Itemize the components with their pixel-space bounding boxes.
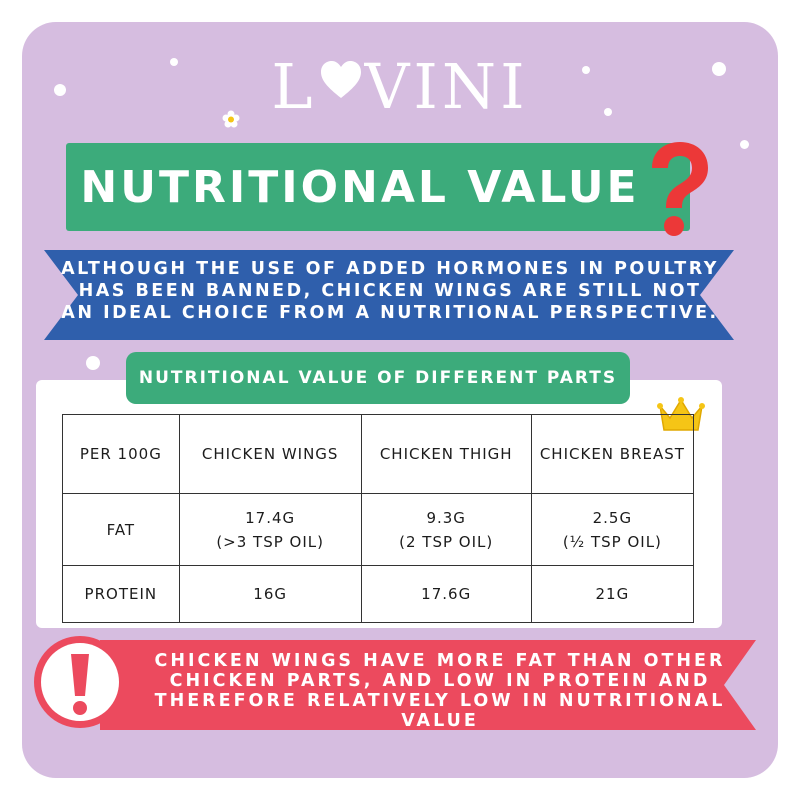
table-row-fat: FAT 17.4G (>3 TSP OIL) 9.3G (2 TSP OIL) 2.… xyxy=(62,493,695,566)
heart-icon xyxy=(320,61,361,98)
decor-dot xyxy=(582,66,590,74)
brand-logo: L VINI xyxy=(271,50,529,123)
exclamation-icon xyxy=(34,636,126,728)
title-banner: NUTRITIONAL VALUE xyxy=(66,143,690,231)
row-label-fat: FAT xyxy=(62,493,180,566)
nutrition-table: PER 100G CHICKEN WINGS CHICKEN THIGH CHI… xyxy=(62,414,695,623)
flower-icon xyxy=(222,110,240,128)
conclusion-ribbon xyxy=(100,640,756,730)
cell-fat-breast: 2.5G (½ TSP OIL) xyxy=(530,493,695,566)
intro-ribbon xyxy=(44,250,734,340)
cell-fat-thigh: 9.3G (2 TSP OIL) xyxy=(360,493,532,566)
cell-fat-wings: 17.4G (>3 TSP OIL) xyxy=(178,493,362,566)
decor-dot xyxy=(604,108,612,116)
page-title: NUTRITIONAL VALUE xyxy=(80,161,640,213)
conclusion-text: CHICKEN WINGS HAVE MORE FAT THAN OTHER C… xyxy=(154,651,726,731)
decor-dot xyxy=(712,62,726,76)
row-label-protein: PROTEIN xyxy=(62,565,180,623)
table-header-row: PER 100G CHICKEN WINGS CHICKEN THIGH CHI… xyxy=(62,414,695,494)
question-mark-icon xyxy=(652,142,708,236)
decor-dot xyxy=(54,84,66,96)
decor-dot xyxy=(740,140,749,149)
decor-dot xyxy=(170,58,178,66)
header-cell-unit: PER 100G xyxy=(62,414,180,494)
header-cell-thigh: CHICKEN THIGH xyxy=(360,414,532,494)
table-row-protein: PROTEIN 16G 17.6G 21G xyxy=(62,565,695,623)
cell-protein-wings: 16G xyxy=(178,565,362,623)
header-cell-breast: CHICKEN BREAST xyxy=(530,414,695,494)
decor-dot xyxy=(86,356,100,370)
table-caption: NUTRITIONAL VALUE OF DIFFERENT PARTS xyxy=(126,352,630,404)
header-cell-wings: CHICKEN WINGS xyxy=(178,414,362,494)
intro-text: ALTHOUGH THE USE OF ADDED HORMONES IN PO… xyxy=(61,259,719,323)
cell-protein-breast: 21G xyxy=(530,565,695,623)
cell-protein-thigh: 17.6G xyxy=(360,565,532,623)
